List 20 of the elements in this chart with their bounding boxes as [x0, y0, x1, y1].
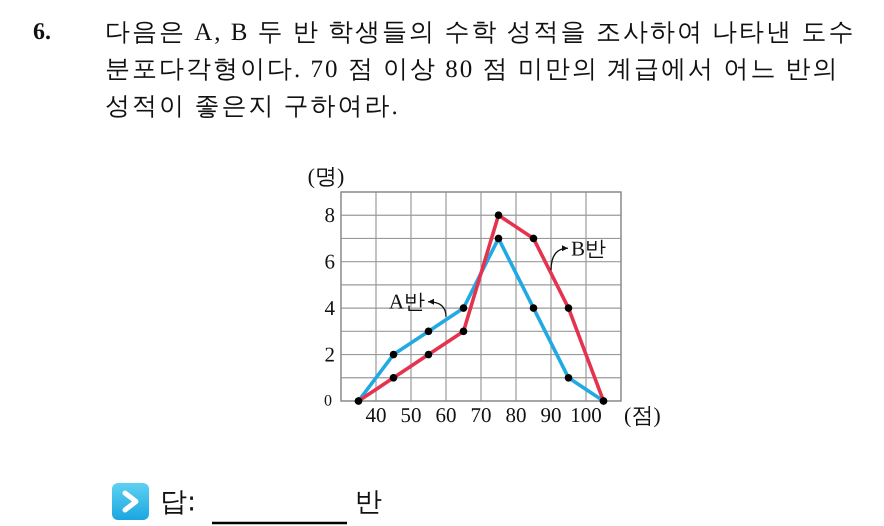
y-tick-label: 4: [324, 296, 336, 320]
x-tick-label: 40: [366, 403, 386, 427]
x-tick-label: 50: [400, 403, 422, 427]
series-label: A반: [388, 290, 425, 314]
chart-subtitle: 다음은 A, B 두 반 학생들의 수학 성적을 조사하여 나타낸 도수분포다각형이다. 70 점 이상 80 점 미만의 계급에서 어느 반의 성적이 좋은지 구하여라.: [105, 18, 856, 122]
y-tick-label: 6: [324, 250, 335, 274]
text: 6.: [33, 18, 51, 47]
y-tick-label: 2: [324, 342, 335, 367]
y-tick-label: 8: [324, 203, 335, 228]
y-axis-title: (명): [308, 164, 344, 188]
series-label: B반: [571, 236, 606, 260]
x-axis-title: (점): [624, 402, 661, 428]
x-tick-label: 90: [540, 403, 562, 427]
text: 반: [355, 486, 382, 518]
x-tick-label: 60: [436, 403, 456, 427]
text: 답:: [160, 486, 196, 518]
y-tick-label: 0: [324, 392, 332, 410]
x-tick-label: 70: [470, 403, 492, 427]
x-tick-label: 80: [506, 403, 526, 427]
x-tick-label: 100: [570, 403, 602, 427]
